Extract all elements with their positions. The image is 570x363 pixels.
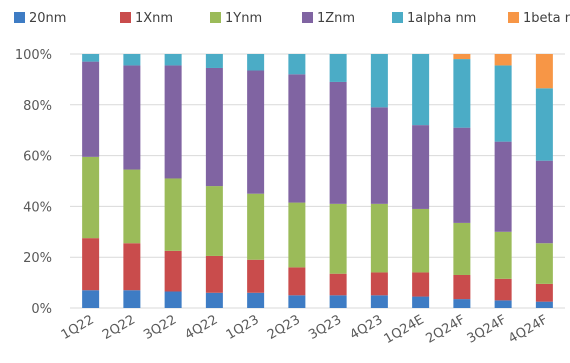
bars	[82, 54, 553, 308]
bar-segment	[288, 54, 306, 75]
bar-segment	[205, 186, 223, 256]
bar-segment	[123, 243, 141, 291]
bar-segment	[329, 203, 347, 274]
bar-segment	[288, 74, 306, 203]
bar-segment	[453, 54, 471, 60]
bar-segment	[164, 250, 182, 292]
bar-segment	[535, 301, 553, 308]
bar-segment	[123, 290, 141, 308]
legend-label: 1Xnm	[135, 11, 173, 26]
bar-segment	[329, 54, 347, 82]
bar-segment	[82, 290, 100, 308]
bar-segment	[453, 222, 471, 275]
bar-segment	[535, 88, 553, 161]
bar-segment	[412, 272, 430, 297]
y-tick-label: 60%	[23, 150, 52, 165]
legend-label: 1Ynm	[225, 11, 262, 26]
bar-segment	[123, 169, 141, 244]
bar-segment	[329, 295, 347, 308]
bar-segment	[82, 156, 100, 239]
bar-segment	[329, 273, 347, 296]
bar-segment	[164, 54, 182, 66]
bar-segment	[164, 178, 182, 251]
bar-segment	[205, 255, 223, 293]
legend-swatch	[120, 12, 131, 23]
x-axis-ticks: 1Q22 2Q22 3Q22 4Q22 1Q23 2Q23 3Q23 4Q231Q24E2Q2…	[59, 312, 551, 347]
bar-segment	[453, 274, 471, 300]
bar-segment	[288, 295, 306, 308]
bar-segment	[412, 54, 430, 126]
bar-segment	[494, 231, 512, 279]
bar-segment	[412, 208, 430, 273]
bar-segment	[453, 59, 471, 128]
bar-segment	[123, 65, 141, 170]
x-tick-label: 2Q22	[100, 312, 138, 343]
bar-segment	[412, 296, 430, 308]
bar-segment	[164, 291, 182, 308]
bar-segment	[247, 54, 265, 71]
bar-segment	[535, 243, 553, 284]
x-tick-label: 4Q22	[183, 312, 221, 343]
bar-segment	[247, 259, 265, 293]
legend-label: 20nm	[29, 11, 66, 26]
bar-segment	[412, 125, 430, 209]
bar-segment	[288, 267, 306, 296]
legend-label: 1Znm	[317, 11, 355, 26]
bar-segment	[205, 67, 223, 187]
legend-swatch	[14, 12, 25, 23]
bar-segment	[164, 65, 182, 179]
y-axis-ticks: 0% 20% 40% 60% 80% 100%	[15, 48, 52, 317]
y-tick-label: 0%	[31, 302, 52, 317]
bar-segment	[123, 54, 141, 66]
bar-segment	[370, 295, 388, 308]
bar-segment	[370, 203, 388, 273]
x-tick-label: 1Q23	[224, 312, 262, 343]
bar-segment	[205, 292, 223, 308]
x-tick-label: 1Q22	[59, 312, 97, 343]
legend-swatch	[210, 12, 221, 23]
bar-segment	[453, 299, 471, 308]
bar-segment	[453, 127, 471, 223]
bar-segment	[205, 54, 223, 68]
bar-segment	[494, 141, 512, 232]
bar-segment	[247, 70, 265, 194]
bar-segment	[494, 54, 512, 66]
y-tick-label: 80%	[23, 99, 52, 114]
bar-segment	[535, 283, 553, 302]
gridlines	[70, 53, 565, 309]
x-tick-label: 3Q24F	[465, 312, 509, 346]
x-tick-label: 3Q22	[141, 312, 179, 343]
x-tick-label: 4Q23	[348, 312, 386, 343]
x-tick-label: 2Q23	[265, 312, 303, 343]
legend-label: 1beta nm	[523, 11, 570, 26]
bar-segment	[370, 54, 388, 108]
y-tick-label: 40%	[23, 200, 52, 215]
y-tick-label: 100%	[15, 48, 52, 63]
legend-swatch	[392, 12, 403, 23]
bar-segment	[329, 81, 347, 204]
legend-swatch	[508, 12, 519, 23]
bar-segment	[370, 107, 388, 204]
bar-segment	[494, 65, 512, 142]
bar-segment	[535, 54, 553, 89]
bar-segment	[535, 160, 553, 244]
bar-segment	[370, 272, 388, 296]
bar-segment	[288, 202, 306, 268]
bar-segment	[82, 54, 100, 62]
x-tick-label: 3Q23	[306, 312, 344, 343]
bar-segment	[247, 193, 265, 260]
x-tick-label: 4Q24F	[506, 312, 550, 346]
legend: 20nm 1Xnm 1Ynm 1Znm 1alpha nm 1beta nm	[14, 11, 570, 26]
x-tick-label: 1Q24E	[382, 312, 427, 347]
bar-segment	[494, 300, 512, 308]
bar-segment	[82, 61, 100, 157]
x-tick-label: 2Q24F	[424, 312, 468, 346]
bar-segment	[247, 292, 265, 308]
bar-segment	[494, 278, 512, 301]
legend-swatch	[302, 12, 313, 23]
legend-label: 1alpha nm	[407, 11, 476, 26]
bar-segment	[82, 238, 100, 291]
y-tick-label: 20%	[23, 251, 52, 266]
